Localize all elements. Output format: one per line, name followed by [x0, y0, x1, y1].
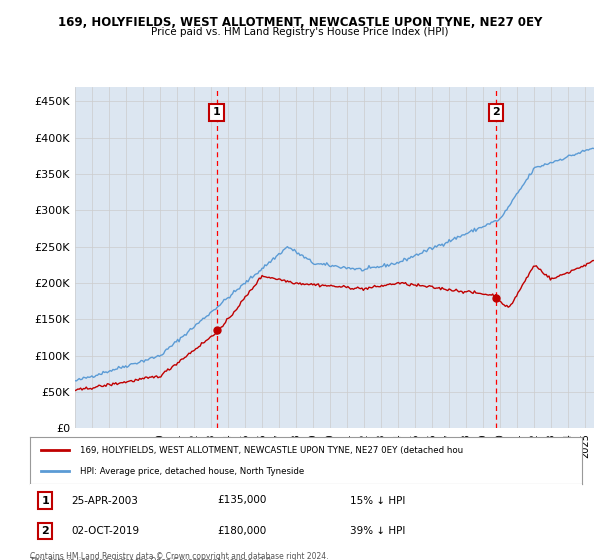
Text: 15% ↓ HPI: 15% ↓ HPI: [350, 496, 406, 506]
Text: £180,000: £180,000: [218, 526, 267, 536]
Text: 169, HOLYFIELDS, WEST ALLOTMENT, NEWCASTLE UPON TYNE, NE27 0EY: 169, HOLYFIELDS, WEST ALLOTMENT, NEWCAST…: [58, 16, 542, 29]
Text: 169, HOLYFIELDS, WEST ALLOTMENT, NEWCASTLE UPON TYNE, NE27 0EY (detached hou: 169, HOLYFIELDS, WEST ALLOTMENT, NEWCAST…: [80, 446, 463, 455]
Text: 1: 1: [213, 107, 220, 117]
Text: 25-APR-2003: 25-APR-2003: [71, 496, 138, 506]
Text: This data is licensed under the Open Government Licence v3.0.: This data is licensed under the Open Gov…: [30, 557, 274, 560]
Text: £135,000: £135,000: [218, 496, 267, 506]
Text: Price paid vs. HM Land Registry's House Price Index (HPI): Price paid vs. HM Land Registry's House …: [151, 27, 449, 37]
Text: 02-OCT-2019: 02-OCT-2019: [71, 526, 140, 536]
Text: 2: 2: [492, 107, 500, 117]
Text: 1: 1: [41, 496, 49, 506]
Text: HPI: Average price, detached house, North Tyneside: HPI: Average price, detached house, Nort…: [80, 466, 304, 475]
Text: 2: 2: [41, 526, 49, 536]
Text: Contains HM Land Registry data © Crown copyright and database right 2024.: Contains HM Land Registry data © Crown c…: [30, 552, 329, 560]
Text: 39% ↓ HPI: 39% ↓ HPI: [350, 526, 406, 536]
